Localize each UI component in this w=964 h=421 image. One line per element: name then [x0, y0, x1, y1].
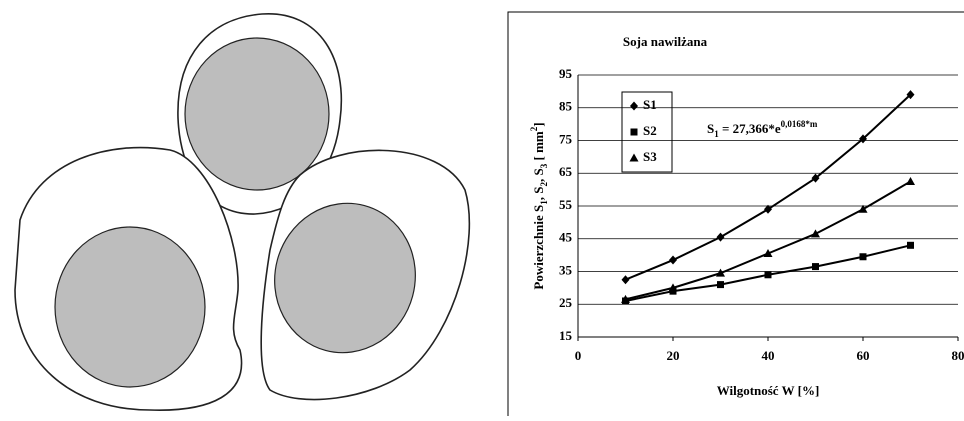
marker — [812, 263, 819, 270]
marker — [717, 281, 724, 288]
legend-label: S2 — [643, 123, 657, 138]
marker — [907, 242, 914, 249]
y-tick-label: 15 — [559, 328, 573, 343]
text-part: 0,0168*m — [781, 119, 818, 129]
text-part: = 27,366*e — [719, 121, 781, 136]
y-tick-label: 25 — [559, 295, 573, 310]
soybean-drawing — [15, 14, 469, 410]
y-tick-label: 45 — [559, 230, 573, 245]
x-axis-label: Wilgotność W [%] — [717, 383, 820, 398]
x-tick-label: 80 — [952, 348, 964, 363]
text-part: Powierzchnie S — [531, 205, 546, 290]
y-tick-label: 75 — [559, 131, 573, 146]
x-tick-label: 20 — [667, 348, 680, 363]
y-tick-label: 95 — [559, 66, 573, 81]
y-tick-label: 55 — [559, 197, 573, 212]
chart-title: Soja nawilżana — [623, 34, 708, 49]
x-tick-label: 0 — [575, 348, 582, 363]
text-part: [ mm — [531, 131, 546, 164]
legend-marker — [631, 129, 638, 136]
legend-label: S3 — [643, 149, 657, 164]
text-part: , S — [531, 187, 546, 201]
marker — [765, 271, 772, 278]
y-tick-label: 65 — [559, 164, 573, 179]
x-tick-label: 40 — [762, 348, 775, 363]
y-tick-label: 85 — [559, 99, 573, 114]
y-tick-label: 35 — [559, 262, 573, 277]
x-tick-label: 60 — [857, 348, 870, 363]
legend-label: S1 — [643, 97, 657, 112]
text-part: , S — [531, 168, 546, 182]
text-part: ] — [531, 122, 546, 126]
marker — [860, 253, 867, 260]
text-part: S — [707, 121, 714, 136]
